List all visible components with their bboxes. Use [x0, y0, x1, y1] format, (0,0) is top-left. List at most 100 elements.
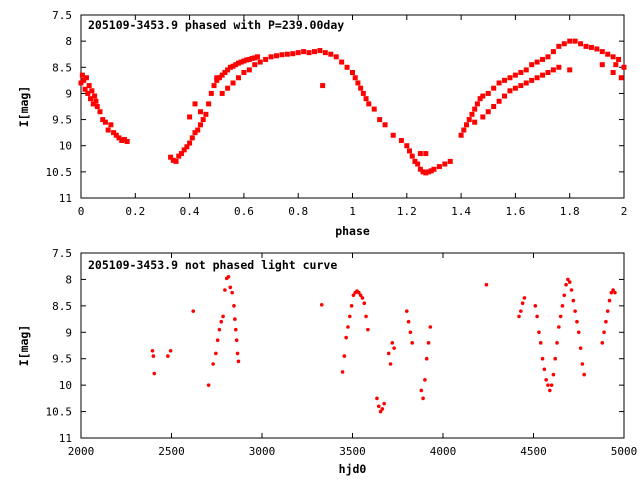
data-point: [187, 140, 193, 146]
unphased-xtick-label: 3500: [339, 445, 366, 458]
data-point: [191, 309, 196, 313]
unphased-y-axis-label: I[mag]: [17, 325, 31, 367]
data-point: [555, 341, 559, 345]
data-point: [93, 98, 99, 104]
data-point: [600, 341, 605, 345]
data-point: [301, 49, 307, 55]
data-point: [228, 285, 233, 290]
data-point: [350, 70, 355, 76]
data-point: [474, 101, 480, 107]
data-point: [605, 51, 611, 57]
data-point: [466, 117, 472, 123]
data-point: [150, 348, 155, 353]
data-point: [417, 151, 423, 157]
data-point: [151, 354, 156, 358]
data-point: [168, 154, 174, 160]
data-point: [558, 314, 563, 319]
data-point: [436, 164, 442, 170]
data-point: [571, 298, 576, 303]
data-point: [580, 362, 585, 366]
phased-xtick-label: 0.4: [180, 205, 200, 218]
data-point: [491, 85, 497, 91]
data-point: [94, 104, 100, 109]
phased-ytick-label: 11: [59, 192, 72, 205]
data-point: [404, 143, 410, 149]
data-point: [611, 288, 615, 292]
data-point: [610, 70, 616, 76]
data-point: [88, 96, 94, 102]
data-point: [496, 98, 502, 104]
data-point: [223, 288, 227, 292]
unphased-xtick-label: 2500: [158, 445, 185, 458]
data-point: [257, 59, 263, 65]
data-point: [549, 383, 554, 387]
data-point: [556, 43, 562, 49]
data-point: [480, 93, 486, 99]
data-point: [225, 85, 231, 91]
unphased-ytick-label: 11: [59, 432, 72, 445]
unphased-plot-title: 205109-3453.9 not phased light curve: [88, 258, 337, 272]
unphased-ytick-label: 8.5: [52, 300, 72, 313]
data-point: [406, 319, 411, 324]
data-point: [83, 75, 89, 81]
data-point: [263, 56, 269, 62]
data-point: [219, 319, 224, 324]
data-point: [540, 356, 545, 361]
data-point: [227, 64, 233, 70]
data-point: [415, 161, 421, 167]
data-point: [366, 327, 370, 332]
data-point: [217, 327, 222, 332]
data-point: [382, 122, 388, 128]
data-point: [423, 378, 427, 382]
data-point: [567, 280, 572, 284]
unphased-ytick-label: 7.5: [52, 247, 72, 260]
data-point: [176, 153, 182, 159]
data-point: [232, 304, 236, 308]
data-point: [355, 80, 361, 86]
data-point: [252, 62, 258, 68]
data-point: [344, 335, 348, 340]
phased-xtick-label: 1.4: [451, 205, 471, 218]
data-point: [607, 298, 612, 303]
data-point: [363, 96, 369, 102]
data-point: [512, 85, 518, 91]
data-point: [311, 49, 317, 55]
data-point: [485, 109, 491, 115]
data-point: [578, 41, 584, 47]
data-point: [119, 137, 125, 143]
data-point: [192, 130, 198, 136]
data-point: [604, 319, 608, 324]
data-point: [116, 135, 122, 141]
data-point: [529, 62, 535, 68]
data-point: [616, 56, 622, 62]
phased-xtick-label: 1.2: [397, 205, 417, 218]
data-point: [569, 288, 574, 292]
data-point: [567, 67, 573, 73]
data-point: [360, 90, 366, 96]
data-point: [234, 338, 239, 343]
data-point: [556, 64, 562, 70]
data-point: [420, 169, 426, 175]
data-point: [233, 317, 237, 321]
data-point: [472, 106, 478, 112]
data-point: [78, 80, 84, 86]
data-point: [181, 147, 187, 153]
phased-xtick-label: 0.6: [234, 205, 254, 218]
data-point: [235, 75, 241, 81]
data-point: [409, 153, 415, 159]
data-point: [252, 55, 258, 61]
data-point: [216, 75, 222, 81]
phased-xtick-label: 2: [621, 205, 628, 218]
data-point: [230, 80, 236, 86]
data-point: [392, 346, 396, 350]
data-point: [200, 117, 206, 123]
data-point: [100, 117, 106, 123]
unphased-xtick-label: 4500: [520, 445, 547, 458]
data-point: [233, 327, 238, 332]
data-point: [226, 274, 231, 279]
data-point: [557, 325, 561, 329]
phased-ytick-label: 9.5: [52, 114, 72, 127]
data-point: [547, 388, 552, 393]
data-point: [520, 301, 525, 306]
